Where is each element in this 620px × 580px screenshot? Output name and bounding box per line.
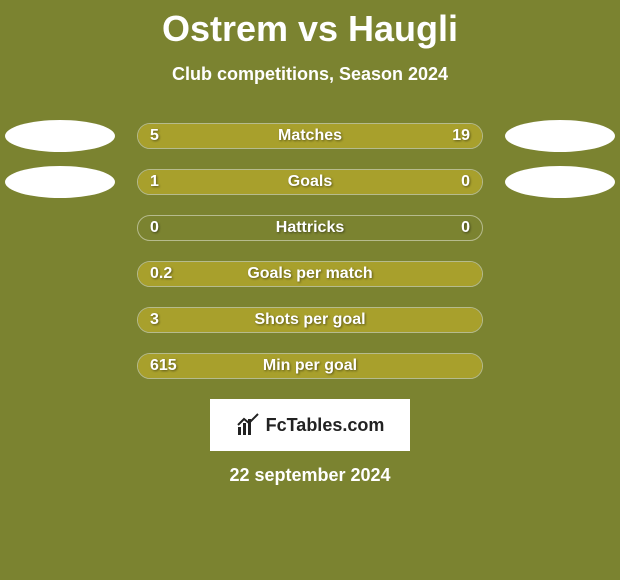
metric-row: 5 Matches 19 xyxy=(0,113,620,159)
metric-bar-track: 5 Matches 19 xyxy=(137,123,483,149)
metric-bar-track: 3 Shots per goal xyxy=(137,307,483,333)
metric-player1-value: 3 xyxy=(150,311,159,329)
metric-player1-value: 615 xyxy=(150,357,177,375)
metric-bar-track: 0 Hattricks 0 xyxy=(137,215,483,241)
logo-icon xyxy=(236,413,260,437)
page-title: Ostrem vs Haugli xyxy=(0,0,620,50)
metric-player1-value: 1 xyxy=(150,173,159,191)
player2-indicator xyxy=(505,166,615,198)
metric-name: Matches xyxy=(278,127,342,145)
metric-rows: 5 Matches 19 1 Goals 0 0 Hattricks 0 0.2 Goals per… xyxy=(0,113,620,389)
metric-name: Goals xyxy=(288,173,332,191)
metric-player1-value: 0.2 xyxy=(150,265,172,283)
player2-indicator xyxy=(505,120,615,152)
metric-bar-left xyxy=(138,124,210,148)
metric-player2-value: 19 xyxy=(452,127,470,145)
date-label: 22 september 2024 xyxy=(0,465,620,486)
metric-name: Shots per goal xyxy=(254,311,365,329)
metric-row: 0 Hattricks 0 xyxy=(0,205,620,251)
metric-name: Min per goal xyxy=(263,357,357,375)
metric-row: 0.2 Goals per match xyxy=(0,251,620,297)
metric-player1-value: 5 xyxy=(150,127,159,145)
comparison-container: Ostrem vs Haugli Club competitions, Seas… xyxy=(0,0,620,580)
metric-player2-value: 0 xyxy=(461,173,470,191)
metric-bar-left xyxy=(138,170,398,194)
metric-player1-value: 0 xyxy=(150,219,159,237)
fctables-logo[interactable]: FcTables.com xyxy=(210,399,410,451)
metric-name: Goals per match xyxy=(247,265,372,283)
player1-indicator xyxy=(5,166,115,198)
player1-indicator xyxy=(5,120,115,152)
metric-name: Hattricks xyxy=(276,219,344,237)
metric-row: 615 Min per goal xyxy=(0,343,620,389)
metric-bar-track: 0.2 Goals per match xyxy=(137,261,483,287)
logo-text: FcTables.com xyxy=(266,415,385,436)
metric-bar-right xyxy=(210,124,482,148)
metric-player2-value: 0 xyxy=(461,219,470,237)
metric-bar-track: 615 Min per goal xyxy=(137,353,483,379)
metric-row: 3 Shots per goal xyxy=(0,297,620,343)
subtitle: Club competitions, Season 2024 xyxy=(0,64,620,85)
metric-row: 1 Goals 0 xyxy=(0,159,620,205)
metric-bar-track: 1 Goals 0 xyxy=(137,169,483,195)
